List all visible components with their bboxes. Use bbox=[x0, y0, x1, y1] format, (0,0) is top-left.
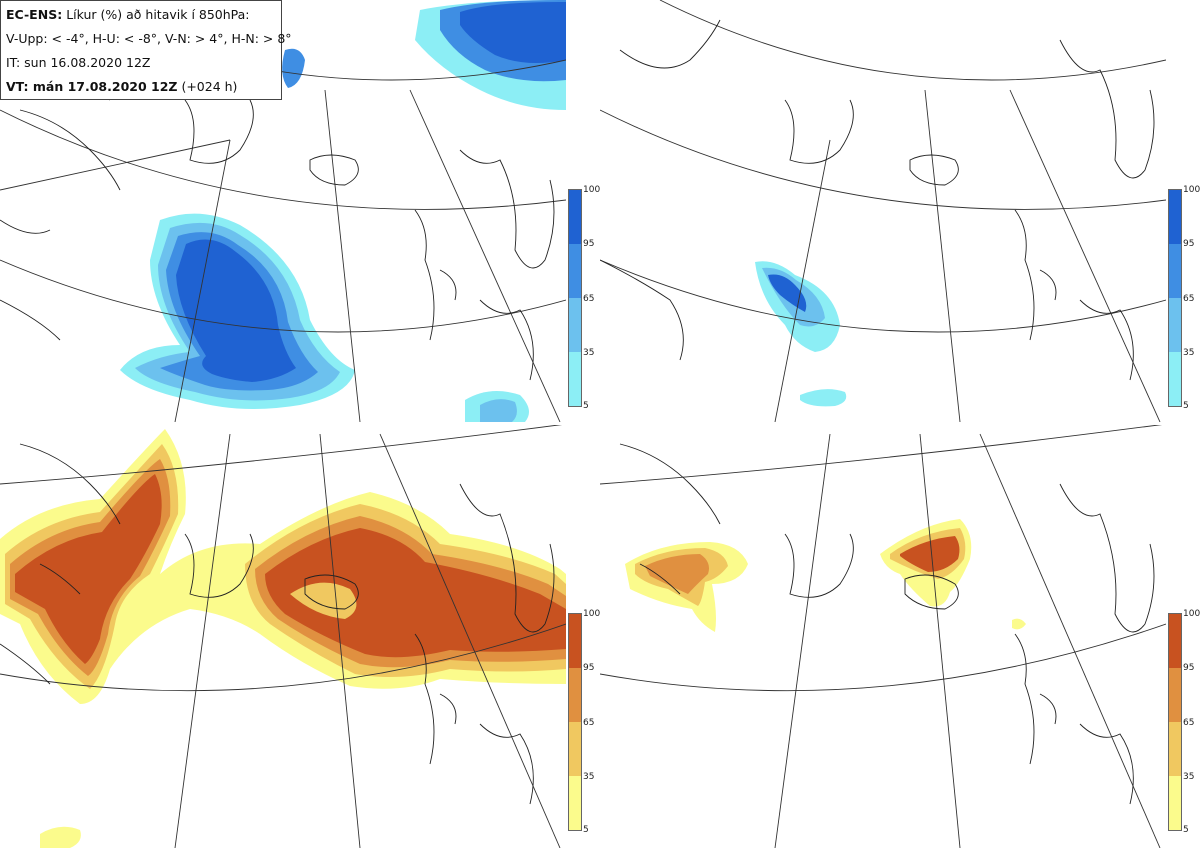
coastlines bbox=[600, 19, 1155, 381]
colorbar-tick: 100 bbox=[1183, 185, 1200, 195]
graticule bbox=[0, 424, 566, 848]
probability-field bbox=[625, 519, 1026, 632]
coastlines bbox=[0, 443, 555, 805]
colorbar-tick: 100 bbox=[1183, 609, 1200, 619]
colorbar-tick: 5 bbox=[583, 401, 589, 411]
map-panel-v-n bbox=[0, 424, 600, 848]
map-title: Líkur (%) að hitavik í 850hPa: bbox=[66, 7, 250, 22]
map-h-n bbox=[600, 424, 1166, 848]
colorbar-tick: 35 bbox=[1183, 772, 1195, 782]
colorbar-tick: 35 bbox=[1183, 348, 1195, 358]
colorbar-tick: 5 bbox=[1183, 825, 1189, 835]
colorbar-tick: 35 bbox=[583, 772, 595, 782]
colorbar-tick: 65 bbox=[583, 718, 595, 728]
probability-field bbox=[120, 0, 566, 422]
probability-field bbox=[755, 261, 847, 407]
colorbar-tick: 95 bbox=[1183, 663, 1195, 673]
map-v-n bbox=[0, 424, 566, 848]
colorbar-tick: 100 bbox=[583, 609, 601, 619]
colorbar-top-left bbox=[568, 189, 582, 407]
model-label: EC-ENS: bbox=[6, 7, 63, 22]
panel-separator bbox=[0, 422, 1200, 425]
colorbar-tick: 65 bbox=[1183, 294, 1195, 304]
issue-time: IT: sun 16.08.2020 12Z bbox=[6, 55, 151, 70]
probability-field bbox=[0, 429, 566, 848]
colorbar-tick: 95 bbox=[1183, 239, 1195, 249]
coastlines bbox=[619, 443, 1155, 805]
colorbar-tick: 100 bbox=[583, 185, 601, 195]
colorbar-bottom-right bbox=[1168, 613, 1182, 831]
colorbar-tick: 95 bbox=[583, 663, 595, 673]
map-panel-h-u bbox=[600, 0, 1200, 424]
graticule bbox=[600, 0, 1166, 422]
colorbar-top-right bbox=[1168, 189, 1182, 407]
threshold-description: V-Upp: < -4°, H-U: < -8°, V-N: > 4°, H-N… bbox=[6, 31, 292, 46]
colorbar-tick: 5 bbox=[1183, 401, 1189, 411]
colorbar-tick: 35 bbox=[583, 348, 595, 358]
map-v-upp bbox=[0, 0, 566, 422]
valid-time: VT: mán 17.08.2020 12Z bbox=[6, 79, 178, 94]
map-h-u bbox=[600, 0, 1166, 422]
map-panel-v-upp: EC-ENS: Líkur (%) að hitavik í 850hPa: V… bbox=[0, 0, 600, 424]
map-info-box: EC-ENS: Líkur (%) að hitavik í 850hPa: V… bbox=[0, 0, 292, 100]
map-panel-h-n bbox=[600, 424, 1200, 848]
graticule bbox=[600, 424, 1166, 848]
colorbar-tick: 65 bbox=[583, 294, 595, 304]
colorbar-tick: 95 bbox=[583, 239, 595, 249]
colorbar-tick: 5 bbox=[583, 825, 589, 835]
colorbar-tick: 65 bbox=[1183, 718, 1195, 728]
graticule bbox=[0, 0, 566, 422]
colorbar-bottom-left bbox=[568, 613, 582, 831]
forecast-lead: (+024 h) bbox=[181, 79, 238, 94]
